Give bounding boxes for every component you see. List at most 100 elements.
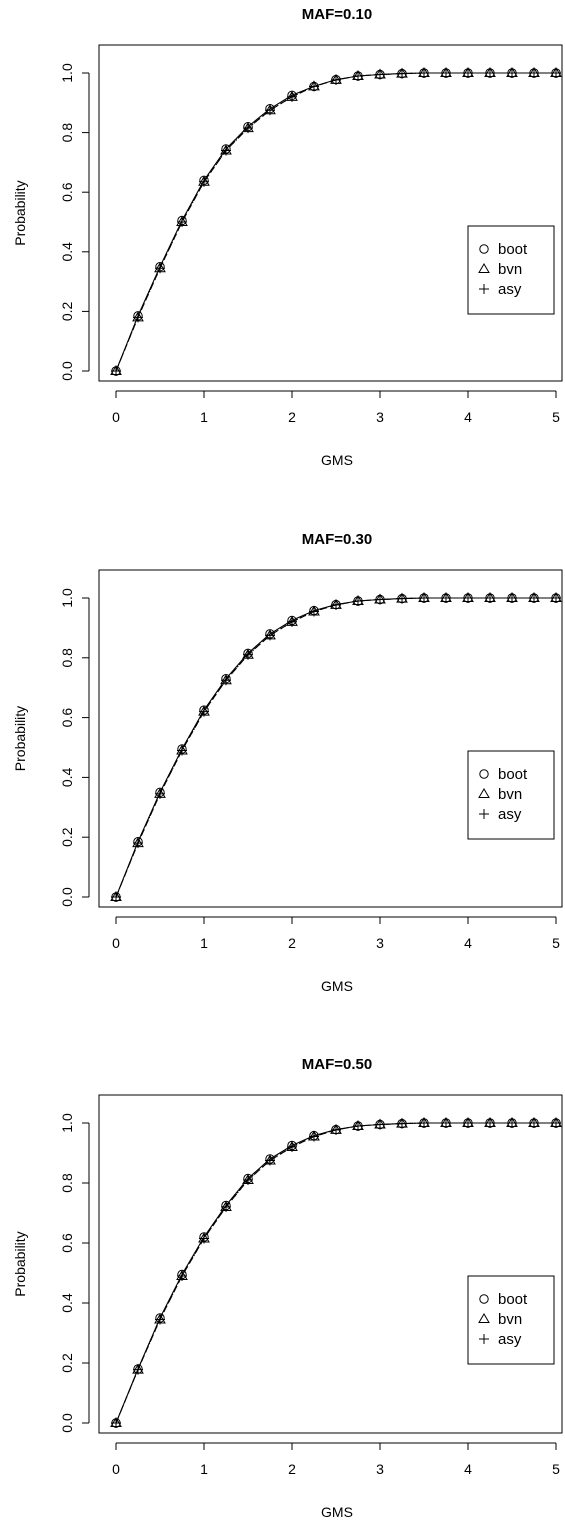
data-point-asy: [419, 68, 429, 78]
legend-box: [467, 750, 555, 840]
legend-label-asy: asy: [498, 281, 522, 298]
series-line-asy: [115, 72, 556, 372]
data-point-asy: [441, 1118, 451, 1128]
data-point-asy: [111, 1418, 121, 1428]
x-tick-label: 3: [376, 935, 384, 951]
series-line-asy: [115, 1122, 556, 1424]
data-point-asy: [287, 91, 297, 102]
data-point-asy: [397, 68, 407, 79]
x-tick-label: 4: [464, 409, 472, 425]
x-tick-label: 0: [112, 1461, 120, 1477]
data-point-asy: [375, 69, 385, 80]
data-point-asy: [199, 176, 209, 187]
legend-circle-icon: [479, 1294, 489, 1304]
legend-label-boot: boot: [498, 766, 528, 783]
data-point-asy: [463, 1118, 473, 1128]
x-tick-label: 0: [112, 935, 120, 951]
x-tick-label: 1: [200, 409, 208, 425]
y-axis-label: Probability: [12, 706, 28, 771]
plot-frame: [98, 1094, 563, 1434]
x-tick-label: 1: [200, 1461, 208, 1477]
legend-triangle-icon: [478, 263, 490, 273]
data-point-asy: [287, 616, 297, 627]
y-tick-label: 0.0: [59, 361, 75, 381]
x-tick-label: 3: [376, 409, 384, 425]
data-point-asy: [419, 1118, 429, 1128]
y-tick-label: 0.4: [59, 767, 75, 787]
data-point-asy: [155, 263, 165, 274]
chart-panel-0: MAF=0.10 0 1 2 3 4 5 GMS 0.0 0.2 0.4 0.6 0.8 1.0 Proba…: [12, 6, 563, 468]
data-point-asy: [397, 1118, 407, 1129]
legend-label-boot: boot: [498, 241, 528, 258]
data-point-asy: [441, 593, 451, 603]
data-point-asy: [331, 1124, 341, 1135]
data-point-asy: [309, 81, 319, 92]
data-point-asy: [529, 1118, 539, 1128]
chart-title: MAF=0.30: [302, 531, 372, 548]
x-tick-label: 3: [376, 1461, 384, 1477]
y-tick-label: 0.6: [59, 182, 75, 202]
y-axis-label: Probability: [12, 1231, 28, 1296]
x-axis-label: GMS: [321, 978, 353, 994]
data-point-asy: [529, 68, 539, 78]
data-point-asy: [199, 706, 209, 717]
data-point-asy: [507, 1118, 517, 1128]
legend-circle-icon: [479, 769, 489, 779]
y-axis-label: Probability: [12, 180, 28, 245]
data-point-asy: [133, 1364, 143, 1375]
x-tick-label: 5: [552, 409, 560, 425]
y-tick-label: 0.2: [59, 827, 75, 847]
data-point-asy: [309, 1131, 319, 1142]
x-tick-label: 1: [200, 935, 208, 951]
data-point-asy: [331, 599, 341, 610]
data-point-asy: [507, 593, 517, 603]
x-axis-label: GMS: [321, 452, 353, 468]
y-tick-label: 0.4: [59, 1293, 75, 1313]
plot-frame: [98, 569, 563, 908]
data-point-asy: [111, 366, 121, 376]
legend-plus-icon: [479, 1334, 489, 1344]
legend-triangle-icon: [478, 1313, 490, 1323]
chart-title: MAF=0.50: [302, 1056, 372, 1073]
data-point-asy: [485, 68, 495, 78]
legend-box: [467, 225, 555, 315]
data-point-asy: [353, 70, 363, 81]
data-point-asy: [331, 74, 341, 85]
data-point-asy: [309, 606, 319, 617]
data-point-asy: [353, 1121, 363, 1131]
x-tick-label: 2: [288, 935, 296, 951]
legend-label-bvn: bvn: [498, 261, 522, 278]
data-point-asy: [199, 1233, 209, 1244]
data-point-asy: [507, 68, 517, 78]
data-point-asy: [375, 594, 385, 605]
y-tick-label: 1.0: [59, 588, 75, 608]
y-tick-label: 0.0: [59, 1413, 75, 1433]
x-tick-label: 2: [288, 409, 296, 425]
y-tick-label: 0.8: [59, 648, 75, 668]
legend-plus-icon: [479, 284, 489, 294]
x-axis-label: GMS: [321, 1504, 353, 1520]
data-point-asy: [133, 838, 143, 849]
data-point-asy: [287, 1142, 297, 1152]
data-point-asy: [551, 1118, 561, 1128]
data-point-asy: [177, 745, 187, 756]
x-tick-label: 5: [552, 935, 560, 951]
x-tick-label: 4: [464, 1461, 472, 1477]
legend-triangle-icon: [478, 788, 490, 798]
data-point-asy: [265, 105, 275, 116]
data-point-asy: [243, 649, 253, 660]
y-tick-label: 0.6: [59, 1233, 75, 1253]
data-point-asy: [177, 1271, 187, 1281]
x-tick-label: 2: [288, 1461, 296, 1477]
legend-label-asy: asy: [498, 806, 522, 823]
legend-label-bvn: bvn: [498, 1311, 522, 1328]
data-point-asy: [375, 1119, 385, 1130]
legend-label-bvn: bvn: [498, 786, 522, 803]
legend-box: [467, 1275, 555, 1365]
data-point-asy: [111, 892, 121, 902]
y-tick-label: 0.6: [59, 708, 75, 728]
data-point-asy: [265, 1155, 275, 1166]
data-point-asy: [551, 593, 561, 603]
x-tick-label: 4: [464, 935, 472, 951]
data-point-asy: [221, 675, 231, 686]
